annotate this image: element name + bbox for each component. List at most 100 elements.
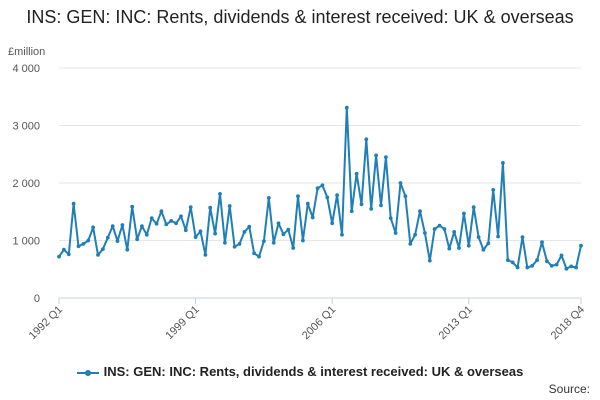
data-point[interactable] xyxy=(379,203,383,208)
data-point[interactable] xyxy=(325,195,330,200)
data-point[interactable] xyxy=(466,243,471,248)
data-point[interactable] xyxy=(344,105,349,110)
data-point[interactable] xyxy=(213,231,218,236)
data-point[interactable] xyxy=(310,215,315,220)
data-point[interactable] xyxy=(388,216,393,221)
data-point[interactable] xyxy=(574,265,578,270)
data-point[interactable] xyxy=(554,262,559,267)
data-point[interactable] xyxy=(164,222,169,227)
data-point[interactable] xyxy=(457,246,461,250)
data-point[interactable] xyxy=(418,209,422,214)
data-point[interactable] xyxy=(296,194,300,199)
data-point[interactable] xyxy=(198,229,203,234)
data-point[interactable] xyxy=(57,254,61,259)
data-point[interactable] xyxy=(149,216,154,221)
data-point[interactable] xyxy=(71,201,76,206)
data-point[interactable] xyxy=(520,235,525,240)
data-point[interactable] xyxy=(252,251,256,256)
data-point[interactable] xyxy=(154,221,159,226)
data-point[interactable] xyxy=(183,228,188,233)
data-point[interactable] xyxy=(393,231,398,235)
data-point[interactable] xyxy=(564,266,569,271)
data-point[interactable] xyxy=(364,137,369,142)
data-point[interactable] xyxy=(227,204,232,208)
data-point[interactable] xyxy=(398,181,403,185)
data-point[interactable] xyxy=(105,235,110,240)
data-point[interactable] xyxy=(91,225,95,230)
data-point[interactable] xyxy=(349,209,354,214)
data-point[interactable] xyxy=(501,161,505,165)
data-point[interactable] xyxy=(354,171,359,176)
data-point[interactable] xyxy=(135,237,140,242)
data-point[interactable] xyxy=(301,238,305,243)
data-point[interactable] xyxy=(276,221,281,226)
data-point[interactable] xyxy=(486,241,491,246)
data-point[interactable] xyxy=(442,227,447,231)
data-point[interactable] xyxy=(242,230,247,234)
data-point[interactable] xyxy=(130,204,135,209)
data-point[interactable] xyxy=(203,253,208,257)
data-point[interactable] xyxy=(330,221,335,226)
data-point[interactable] xyxy=(481,247,486,252)
data-point[interactable] xyxy=(193,235,198,240)
data-point[interactable] xyxy=(120,223,125,227)
data-point[interactable] xyxy=(545,259,549,264)
data-point[interactable] xyxy=(144,232,149,237)
data-point[interactable] xyxy=(530,263,535,268)
data-point[interactable] xyxy=(66,252,71,257)
data-point[interactable] xyxy=(320,183,325,188)
data-point[interactable] xyxy=(423,231,427,235)
data-point[interactable] xyxy=(374,153,378,158)
data-point[interactable] xyxy=(208,205,213,210)
data-point[interactable] xyxy=(515,265,520,270)
data-point[interactable] xyxy=(535,258,539,262)
data-point[interactable] xyxy=(452,230,457,234)
data-point[interactable] xyxy=(540,240,544,245)
data-point[interactable] xyxy=(262,239,266,244)
data-point[interactable] xyxy=(427,258,432,263)
data-point[interactable] xyxy=(232,244,237,249)
data-point[interactable] xyxy=(159,209,164,214)
data-point[interactable] xyxy=(462,211,466,216)
data-point[interactable] xyxy=(471,205,476,210)
data-point[interactable] xyxy=(81,242,86,246)
data-point[interactable] xyxy=(174,221,179,226)
data-point[interactable] xyxy=(218,192,222,196)
data-point[interactable] xyxy=(569,264,574,269)
data-point[interactable] xyxy=(408,242,413,246)
data-point[interactable] xyxy=(169,219,174,223)
data-point[interactable] xyxy=(266,196,271,200)
data-point[interactable] xyxy=(291,246,296,250)
data-point[interactable] xyxy=(179,214,183,219)
data-point[interactable] xyxy=(335,193,339,198)
data-point[interactable] xyxy=(223,240,227,245)
data-point[interactable] xyxy=(188,205,193,210)
data-point[interactable] xyxy=(403,194,408,199)
data-point[interactable] xyxy=(447,246,452,251)
data-point[interactable] xyxy=(437,223,442,228)
data-point[interactable] xyxy=(496,234,500,239)
data-point[interactable] xyxy=(237,242,242,246)
data-point[interactable] xyxy=(86,238,91,243)
data-point[interactable] xyxy=(559,253,564,258)
data-point[interactable] xyxy=(384,155,388,160)
legend[interactable]: INS: GEN: INC: Rents, dividends & intere… xyxy=(0,364,600,379)
data-point[interactable] xyxy=(525,265,530,270)
data-point[interactable] xyxy=(110,224,115,229)
data-point[interactable] xyxy=(62,247,66,252)
data-point[interactable] xyxy=(96,253,100,257)
data-point[interactable] xyxy=(432,227,437,231)
data-point[interactable] xyxy=(369,207,374,211)
data-point[interactable] xyxy=(340,232,344,237)
data-point[interactable] xyxy=(579,243,583,248)
data-point[interactable] xyxy=(476,235,481,240)
data-point[interactable] xyxy=(140,224,144,229)
data-point[interactable] xyxy=(286,227,291,232)
data-point[interactable] xyxy=(315,186,320,191)
data-point[interactable] xyxy=(271,240,276,245)
data-point[interactable] xyxy=(101,247,105,252)
data-point[interactable] xyxy=(549,263,554,268)
data-point[interactable] xyxy=(125,247,130,252)
data-point[interactable] xyxy=(281,232,286,237)
data-point[interactable] xyxy=(115,239,120,244)
